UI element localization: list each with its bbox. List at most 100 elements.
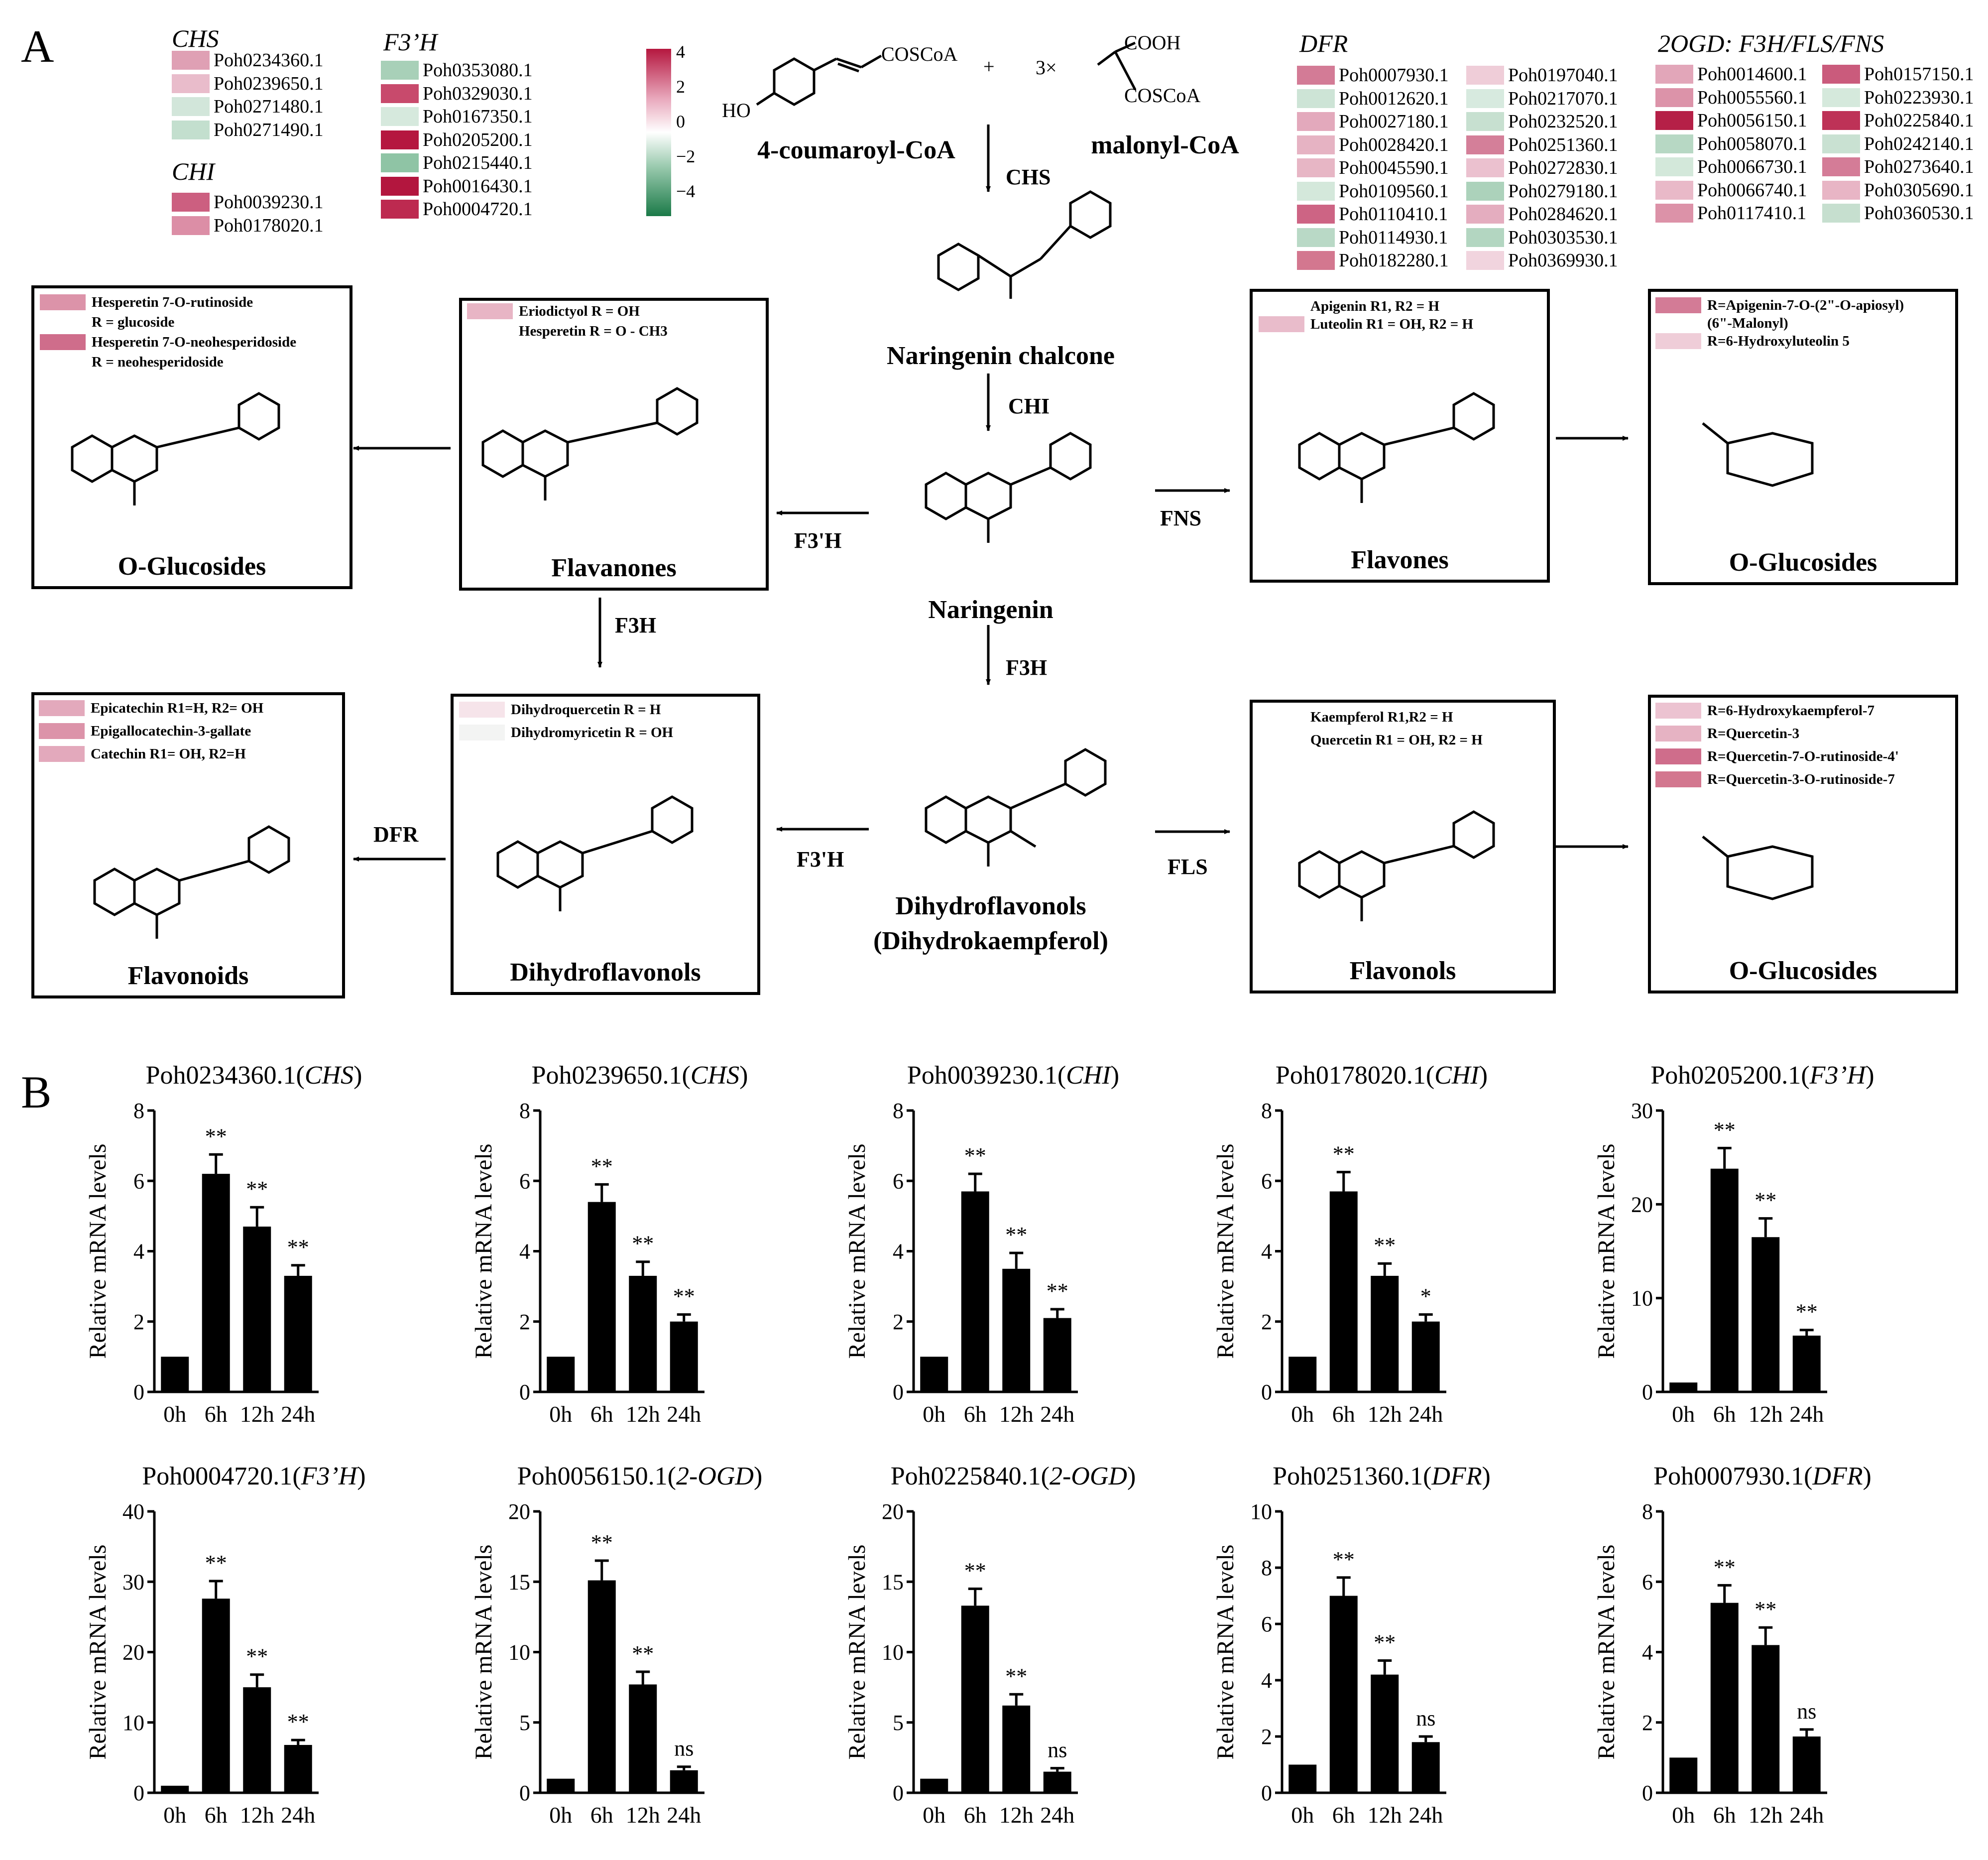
gene-id: Poh0225840.1 xyxy=(1864,110,1974,131)
y-tick-label: 8 xyxy=(893,1099,904,1123)
x-tick-label: 12h xyxy=(240,1401,274,1427)
gene-row: Poh0056150.1 xyxy=(1655,110,1807,131)
chart-title-paren: ( xyxy=(667,1462,676,1490)
gene-color-swatch xyxy=(1297,205,1335,224)
bar xyxy=(1043,1318,1071,1392)
significance-label: ** xyxy=(591,1530,613,1555)
gene-row: Poh0028420.1 xyxy=(1297,134,1449,155)
compound-color-swatch xyxy=(1655,333,1701,349)
x-tick-label: 0h xyxy=(1672,1401,1695,1427)
gene-row: Poh0225840.1 xyxy=(1822,110,1974,131)
compound-label: R=6-Hydroxykaempferol-7 xyxy=(1707,702,1875,719)
gene-row: Poh0110410.1 xyxy=(1297,204,1448,225)
bar xyxy=(587,1580,616,1793)
y-tick-label: 0 xyxy=(133,1781,144,1805)
x-tick-label: 24h xyxy=(281,1401,315,1427)
compound-row: R=Quercetin-3 xyxy=(1655,725,1799,742)
gene-color-swatch xyxy=(381,61,419,80)
bar-chart: Poh0004720.1(F3’H) Relative mRNA levels 0 1… xyxy=(75,1462,433,1860)
y-axis-label: Relative mRNA levels xyxy=(1593,1545,1620,1760)
significance-label: ** xyxy=(1005,1223,1027,1247)
compound-color-swatch xyxy=(39,746,85,762)
gene-color-swatch xyxy=(1466,135,1504,154)
compound-color-swatch xyxy=(467,303,513,319)
color-scale-tick: −2 xyxy=(676,146,696,166)
y-tick-label: 4 xyxy=(133,1240,144,1264)
compound-row: Luteolin R1 = OH, R2 = H xyxy=(1259,316,1473,333)
y-tick-label: 2 xyxy=(893,1310,904,1334)
naringenin-name: Naringenin xyxy=(928,596,1053,624)
bar xyxy=(1669,1382,1698,1392)
gene-row: Poh0182280.1 xyxy=(1297,250,1449,271)
gene-id: Poh0305690.1 xyxy=(1864,179,1974,201)
box-title: Flavonols xyxy=(1349,957,1456,985)
gene-color-swatch xyxy=(1655,65,1693,84)
y-tick-label: 2 xyxy=(1642,1711,1653,1735)
compound-row: Eriodictyol R = OH xyxy=(467,303,640,320)
gene-id: Poh0055560.1 xyxy=(1697,87,1807,108)
y-tick-label: 8 xyxy=(1261,1556,1272,1580)
bar xyxy=(243,1227,271,1392)
gene-row: Poh0012620.1 xyxy=(1297,88,1449,109)
box-o-glucosides-right-top: O-Glucosides xyxy=(1648,289,1958,585)
enzyme-fns: FNS xyxy=(1160,506,1202,530)
coscoa-label-1: COSCoA xyxy=(881,43,958,65)
x-tick-label: 6h xyxy=(1332,1802,1355,1828)
compound-row: (6"-Malonyl) xyxy=(1655,315,1788,332)
chart-title-paren: ) xyxy=(357,1462,366,1490)
compound-row: R = glucoside xyxy=(40,314,174,331)
y-tick-label: 2 xyxy=(1261,1310,1272,1334)
y-tick-label: 6 xyxy=(133,1169,144,1193)
gene-color-swatch xyxy=(1822,134,1860,153)
x-tick-label: 6h xyxy=(1332,1401,1355,1427)
coumaroyl-ring xyxy=(773,57,816,106)
gene-row: Poh0109560.1 xyxy=(1297,181,1449,202)
bar xyxy=(670,1321,698,1392)
x-tick-label: 0h xyxy=(163,1401,186,1427)
compound-label: Eriodictyol R = OH xyxy=(519,303,640,319)
naringenin-chalcone-name: Naringenin chalcone xyxy=(887,342,1115,370)
bar xyxy=(1710,1603,1739,1793)
gene-color-swatch xyxy=(1466,112,1504,131)
gene-row: Poh0329030.1 xyxy=(381,83,533,104)
bar-chart: Poh0205200.1(F3’H) Relative mRNA levels 0 1… xyxy=(1583,1061,1942,1459)
significance-label: ns xyxy=(1416,1706,1435,1731)
significance-label: ** xyxy=(1714,1555,1736,1579)
significance-label: ** xyxy=(964,1558,986,1583)
coumaroyl-coa-name: 4-coumaroyl-CoA xyxy=(757,136,955,164)
significance-label: * xyxy=(1420,1284,1431,1309)
gene-row: Poh0215440.1 xyxy=(381,152,533,173)
bar xyxy=(1002,1268,1031,1392)
chalcone-ring-b xyxy=(1069,190,1112,239)
x-tick-label: 24h xyxy=(1040,1401,1074,1427)
x-tick-label: 0h xyxy=(1291,1802,1314,1828)
gene-row: Poh0016430.1 xyxy=(381,176,533,197)
x-tick-label: 6h xyxy=(964,1401,987,1427)
compound-label: Epicatechin R1=H, R2= OH xyxy=(91,700,264,716)
gene-row: Poh0007930.1 xyxy=(1297,65,1449,86)
chart-title-paren: ) xyxy=(753,1462,763,1490)
y-axis-label: Relative mRNA levels xyxy=(85,1545,111,1760)
gene-row: Poh0167350.1 xyxy=(381,106,533,127)
gene-id: Poh0007930.1 xyxy=(1339,65,1449,86)
bar xyxy=(1411,1742,1440,1793)
chart-title-gene-id: Poh0039230.1 xyxy=(907,1061,1057,1090)
box-dihydroflavonols: Dihydroflavonols xyxy=(451,694,760,995)
chart-title: Poh0239650.1(CHS) xyxy=(461,1061,819,1090)
chart-title-paren: ) xyxy=(739,1061,748,1090)
significance-label: ** xyxy=(1047,1279,1068,1303)
y-tick-label: 15 xyxy=(882,1570,904,1594)
gene-row: Poh0272830.1 xyxy=(1466,157,1618,178)
x-tick-label: 12h xyxy=(1368,1401,1402,1427)
significance-label: ** xyxy=(1796,1300,1818,1324)
dihydroflavonol-ring-a xyxy=(925,795,967,844)
x-tick-label: 12h xyxy=(1368,1802,1402,1828)
bar xyxy=(920,1357,948,1392)
gene-id: Poh0157150.1 xyxy=(1864,64,1974,85)
gene-color-swatch xyxy=(1655,180,1693,200)
y-tick-label: 0 xyxy=(893,1781,904,1805)
bar xyxy=(202,1174,230,1392)
box-flavonols: Flavonols xyxy=(1250,700,1556,993)
chart-title-paren: ( xyxy=(1057,1061,1066,1090)
y-tick-label: 20 xyxy=(122,1640,144,1665)
